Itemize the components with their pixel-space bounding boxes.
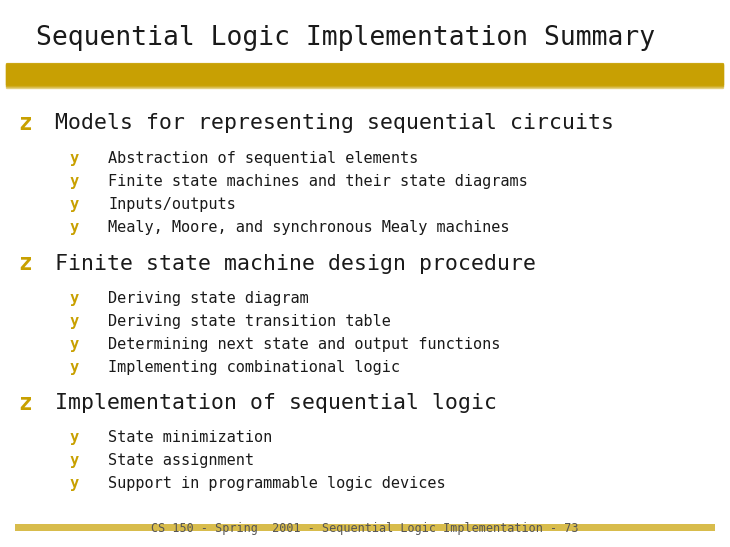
Text: y: y (69, 336, 79, 352)
Text: Implementing combinational logic: Implementing combinational logic (108, 359, 400, 375)
Text: z: z (18, 252, 32, 275)
Text: Models for representing sequential circuits: Models for representing sequential circu… (55, 113, 614, 133)
Text: Determining next state and output functions: Determining next state and output functi… (108, 336, 501, 352)
Text: Finite state machines and their state diagrams: Finite state machines and their state di… (108, 174, 528, 189)
Text: z: z (18, 392, 32, 415)
Text: y: y (69, 220, 79, 235)
Text: y: y (69, 313, 79, 329)
Text: Sequential Logic Implementation Summary: Sequential Logic Implementation Summary (36, 25, 656, 51)
Text: Inputs/outputs: Inputs/outputs (108, 197, 236, 212)
Text: y: y (69, 453, 79, 468)
Text: State assignment: State assignment (108, 453, 254, 468)
Text: Abstraction of sequential elements: Abstraction of sequential elements (108, 151, 418, 166)
Text: Deriving state transition table: Deriving state transition table (108, 313, 391, 329)
Text: y: y (69, 476, 79, 491)
Bar (15, 524, 715, 531)
FancyBboxPatch shape (6, 63, 724, 86)
Text: Deriving state diagram: Deriving state diagram (108, 290, 309, 306)
Text: y: y (69, 430, 79, 445)
Text: y: y (69, 151, 79, 166)
Text: y: y (69, 197, 79, 212)
FancyBboxPatch shape (6, 65, 724, 89)
Text: y: y (69, 290, 79, 306)
Text: z: z (18, 112, 32, 135)
Text: y: y (69, 174, 79, 189)
FancyBboxPatch shape (6, 64, 724, 88)
Text: Implementation of sequential logic: Implementation of sequential logic (55, 393, 496, 413)
Text: Support in programmable logic devices: Support in programmable logic devices (108, 476, 445, 491)
Text: Finite state machine design procedure: Finite state machine design procedure (55, 254, 536, 274)
Text: Mealy, Moore, and synchronous Mealy machines: Mealy, Moore, and synchronous Mealy mach… (108, 220, 510, 235)
Text: y: y (69, 359, 79, 375)
Text: State minimization: State minimization (108, 430, 272, 445)
Text: CS 150 - Spring  2001 - Sequential Logic Implementation - 73: CS 150 - Spring 2001 - Sequential Logic … (151, 522, 579, 535)
